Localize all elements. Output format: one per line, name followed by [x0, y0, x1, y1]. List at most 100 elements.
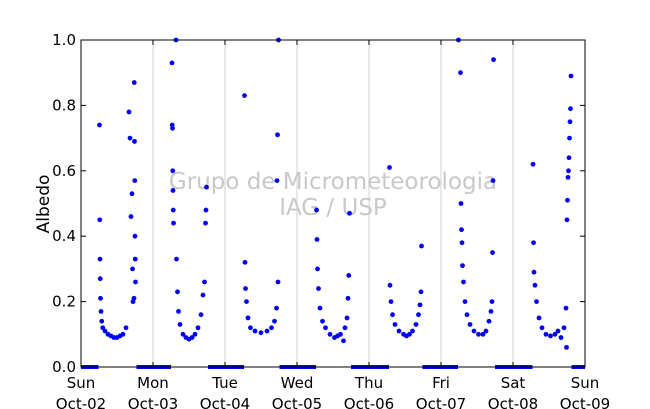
x-tick-date: Oct-02 [56, 395, 106, 409]
data-point [275, 279, 281, 285]
data-point [131, 80, 137, 85]
data-point [566, 168, 571, 174]
data-point [274, 305, 279, 311]
data-point [269, 325, 274, 331]
data-point [189, 335, 195, 340]
data-point [564, 217, 570, 223]
data-point [555, 328, 561, 334]
data-point [387, 282, 393, 288]
data-point [552, 331, 558, 337]
data-point [132, 256, 138, 262]
x-tick-day: Sun [571, 374, 600, 392]
data-point [202, 279, 207, 285]
data-point [531, 240, 536, 246]
data-point [327, 331, 333, 337]
data-point [275, 132, 280, 138]
data-point [548, 333, 553, 339]
data-point [388, 299, 394, 304]
data-point [345, 295, 351, 301]
data-point [413, 322, 419, 327]
x-tick-day: Fri [432, 374, 450, 392]
x-tick-date: Oct-08 [488, 395, 538, 409]
data-point [174, 256, 179, 262]
data-point [274, 178, 280, 184]
y-tick-label: 0.0 [52, 358, 76, 376]
data-point [203, 207, 209, 213]
data-point [97, 217, 103, 223]
data-point [127, 135, 133, 141]
x-tick-day: Thu [354, 374, 383, 392]
data-point [176, 309, 181, 314]
data-point [490, 250, 495, 255]
data-point [128, 214, 134, 219]
data-point [131, 295, 137, 301]
data-point [102, 328, 108, 334]
data-point [467, 322, 473, 327]
vertical-grid [152, 40, 514, 367]
data-point [531, 269, 537, 275]
data-point [458, 70, 463, 76]
data-point [489, 299, 495, 304]
data-point [244, 299, 249, 304]
data-point [120, 331, 126, 337]
data-point [342, 325, 348, 331]
y-axis-title: Albedo [34, 175, 54, 234]
data-point [129, 191, 135, 197]
data-point [565, 197, 570, 203]
data-point [567, 119, 573, 125]
x-tick-date: Oct-03 [128, 395, 178, 409]
data-point [316, 286, 321, 291]
data-point [564, 344, 569, 350]
data-point [132, 178, 138, 184]
albedo-points [97, 37, 574, 350]
x-tick-day: Mon [137, 374, 169, 392]
y-tick-label: 1.0 [52, 31, 76, 49]
data-point [170, 207, 176, 213]
data-point [97, 276, 103, 282]
data-point [245, 315, 251, 321]
watermark-line1: Grupo de Micrometeorologia [169, 169, 497, 195]
data-point [459, 240, 465, 246]
data-point [461, 279, 466, 285]
data-point [346, 273, 352, 278]
data-point [566, 155, 572, 161]
data-point [243, 286, 248, 291]
data-point [568, 106, 573, 112]
x-tick-day: Wed [281, 374, 314, 392]
x-tick-date: Oct-06 [344, 395, 394, 409]
data-point [390, 312, 395, 318]
data-point [195, 325, 201, 331]
data-point [417, 302, 423, 308]
data-point [462, 299, 468, 304]
y-tick-label: 0.6 [52, 162, 76, 180]
data-point [459, 227, 464, 233]
y-tick-label: 0.8 [52, 96, 76, 114]
data-point [99, 318, 105, 324]
data-point [488, 309, 494, 314]
x-tick-day: Sat [501, 374, 526, 392]
data-point [565, 174, 571, 180]
data-point [169, 60, 175, 66]
data-point [97, 122, 102, 128]
data-point [543, 331, 549, 337]
data-point [486, 318, 492, 324]
data-point [97, 256, 103, 262]
data-point [264, 328, 270, 334]
data-point [198, 312, 204, 318]
data-point [170, 125, 175, 131]
data-point [170, 168, 176, 174]
data-point [175, 289, 180, 295]
data-point [530, 161, 536, 167]
data-point [534, 299, 539, 304]
data-point [396, 328, 402, 334]
data-point [407, 331, 412, 337]
data-point [418, 289, 424, 295]
data-point [123, 325, 129, 331]
data-point [568, 73, 574, 79]
data-point [130, 266, 135, 272]
data-point [242, 93, 247, 98]
data-point [410, 328, 415, 334]
x-tick-date: Oct-07 [416, 395, 466, 409]
y-tick-label: 0.4 [52, 227, 76, 245]
